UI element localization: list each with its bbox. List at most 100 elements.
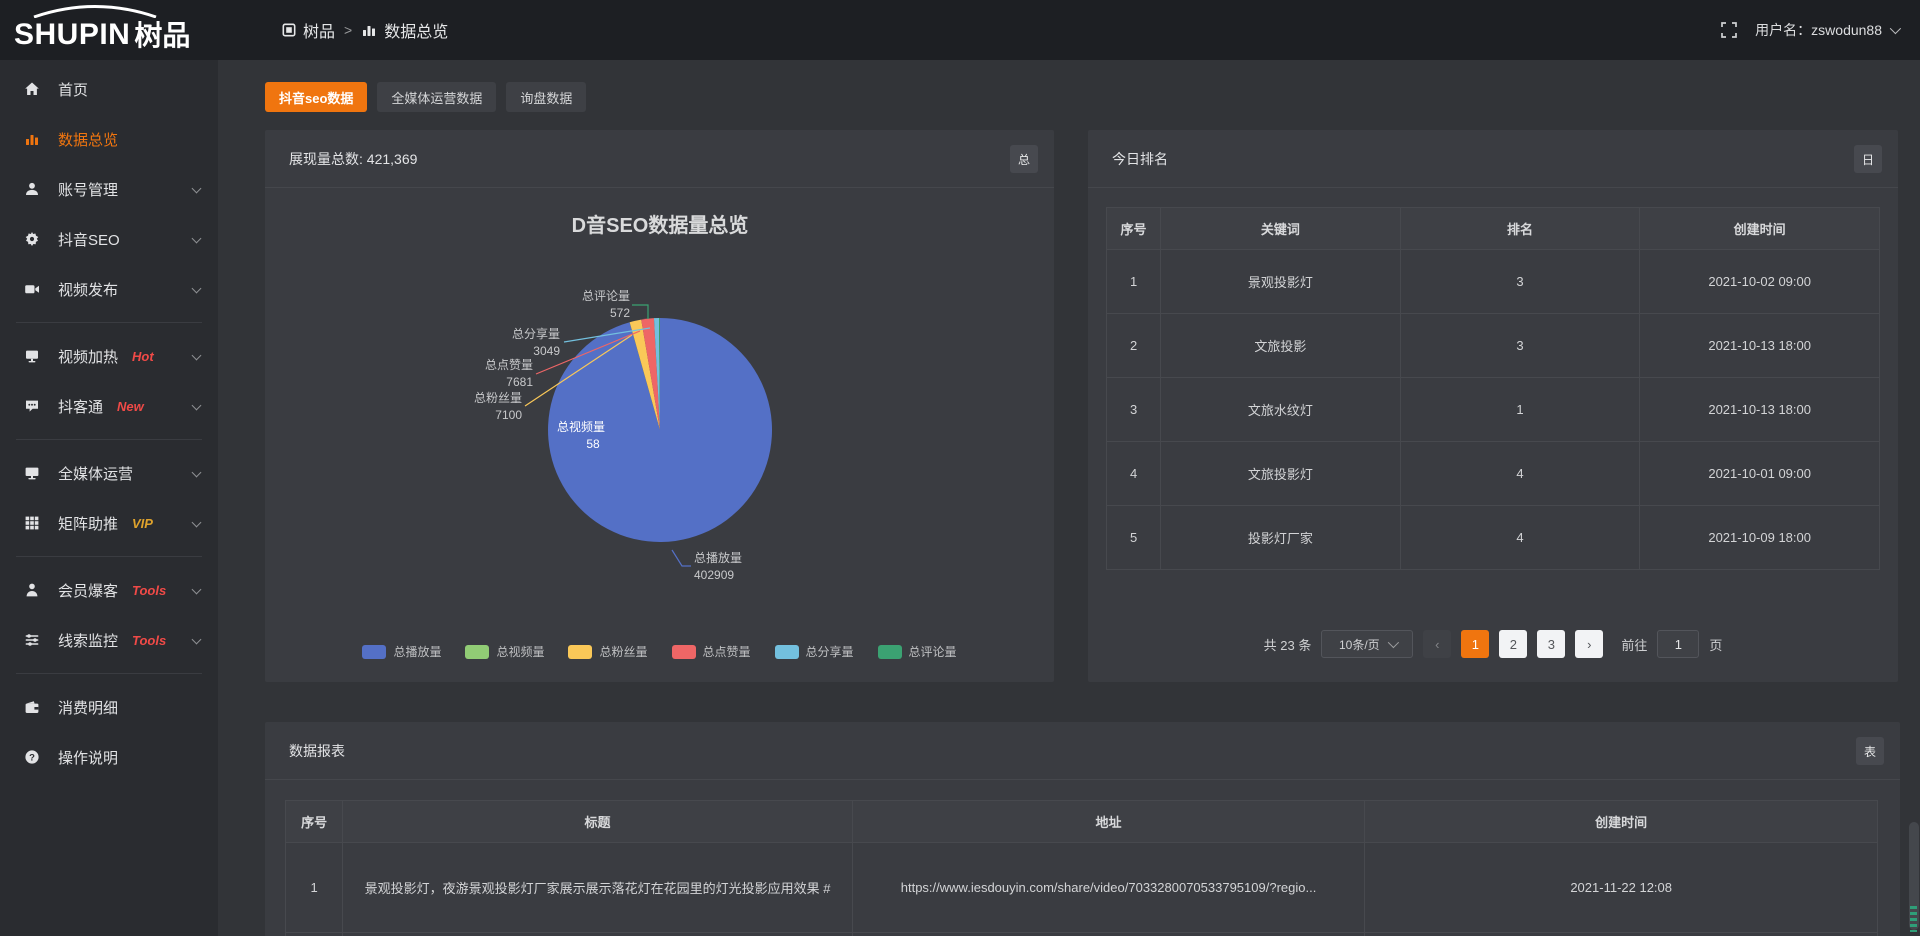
column-header: 标题: [342, 800, 853, 843]
bar-chart-icon: [361, 22, 377, 38]
tab-抖音seo数据[interactable]: 抖音seo数据: [265, 82, 368, 112]
pie-slice-总粉丝量[interactable]: [629, 319, 660, 430]
sidebar-item-矩阵助推[interactable]: 矩阵助推 VIP: [0, 498, 218, 548]
table-cell: 1: [284, 842, 344, 933]
sidebar-item-label: 首页: [58, 81, 89, 99]
logo[interactable]: SHUPIN 树品: [0, 0, 218, 60]
sidebar-item-首页[interactable]: 首页: [0, 64, 218, 114]
legend-swatch: [774, 644, 799, 659]
column-header: 序号: [1105, 207, 1162, 250]
sidebar-item-抖客通[interactable]: 抖客通 New: [0, 381, 218, 431]
sidebar-item-全媒体运营[interactable]: 全媒体运营: [0, 448, 218, 498]
goto-page-input[interactable]: [1657, 630, 1700, 658]
member-icon: [24, 582, 41, 599]
sidebar-item-消费明细[interactable]: 消费明细: [0, 682, 218, 732]
report-table: 序号 标题 地址 创建时间 1 景观投影灯，夜游景观投影灯厂家展示展示落花灯在花园里的灯光…: [284, 800, 1878, 936]
ranking-table-wrap: 序号 关键词 排名 创建时间 1 景观投影灯 3 2021-10-02 09:00 2 文旅投影 3…: [1105, 207, 1880, 570]
sidebar: SHUPIN 树品 首页数据总览账号管理抖音SEO 视频发布视频加热 Hot 抖客通 N…: [0, 0, 218, 936]
sidebar-item-label: 会员爆客: [58, 582, 119, 600]
table-row: 5 投影灯厂家 4 2021-10-09 18:00: [1105, 505, 1880, 570]
ranking-card-header: 今日排名 日: [1088, 130, 1898, 188]
sidebar-item-label: 消费明细: [58, 699, 119, 717]
sidebar-item-会员爆客[interactable]: 会员爆客 Tools: [0, 565, 218, 615]
day-toggle-button[interactable]: 日: [1854, 145, 1882, 173]
legend-swatch: [877, 644, 902, 659]
table-cell: 2021-10-09 18:00: [1639, 505, 1880, 570]
sidebar-item-操作说明[interactable]: ? 操作说明: [0, 732, 218, 782]
pie-slice-总播放量[interactable]: [548, 318, 773, 542]
legend-item-总点赞量[interactable]: 总点赞量: [671, 643, 751, 660]
table-cell: 2021-10-02 09:00: [1639, 249, 1880, 314]
sidebar-item-label: 线索监控: [58, 632, 119, 650]
scrollbar-marker: [1910, 906, 1917, 932]
chevron-down-icon: [1387, 636, 1399, 649]
total-toggle-button[interactable]: 总: [1010, 145, 1038, 173]
page-button-3[interactable]: 3: [1537, 630, 1566, 658]
legend-item-总评论量[interactable]: 总评论量: [877, 643, 957, 660]
chevron-down-icon: [191, 233, 202, 244]
legend-item-总视频量[interactable]: 总视频量: [465, 643, 544, 660]
user-menu[interactable]: 用户名：zswodun88: [1755, 20, 1902, 40]
sidebar-item-账号管理[interactable]: 账号管理: [0, 164, 218, 214]
sidebar-item-label: 账号管理: [58, 181, 119, 199]
sidebar-item-label: 操作说明: [58, 749, 119, 767]
video-icon: [24, 281, 41, 298]
page-button-2[interactable]: 2: [1499, 630, 1528, 658]
sliders-icon: [24, 632, 41, 649]
table-cell: [342, 932, 853, 936]
table-row: 3 文旅水纹灯 1 2021-10-13 18:00: [1105, 377, 1880, 442]
tab-询盘数据[interactable]: 询盘数据: [506, 82, 587, 112]
sidebar-item-badge: VIP: [132, 515, 153, 531]
pie-slice-总点赞量[interactable]: [641, 318, 660, 430]
question-icon: ?: [24, 749, 41, 766]
table-toggle-button[interactable]: 表: [1856, 737, 1884, 765]
ranking-table: 序号 关键词 排名 创建时间 1 景观投影灯 3 2021-10-02 09:00 2 文旅投影 3…: [1105, 207, 1880, 570]
breadcrumb-item[interactable]: 数据总览: [361, 18, 448, 42]
legend-item-总播放量[interactable]: 总播放量: [362, 643, 441, 660]
page-size-select[interactable]: 10条/页: [1321, 630, 1414, 658]
sidebar-item-视频发布[interactable]: 视频发布: [0, 264, 218, 314]
table-cell: 2021-11-22 12:08: [1364, 842, 1878, 933]
chevron-down-icon: [191, 283, 202, 294]
page-button-1[interactable]: 1: [1461, 630, 1490, 658]
label-line: [671, 549, 691, 567]
wallet-icon: [24, 699, 41, 716]
sidebar-item-badge: Tools: [132, 632, 167, 648]
column-header: 排名: [1399, 207, 1641, 250]
sidebar-item-线索监控[interactable]: 线索监控 Tools: [0, 615, 218, 665]
page-scrollbar[interactable]: [1909, 822, 1919, 930]
grid-icon: [24, 515, 41, 532]
table-cell: 2021-10-01 09:00: [1639, 441, 1880, 506]
pie-label-value: 3049: [533, 344, 560, 358]
table-cell: [284, 932, 344, 936]
legend-item-总粉丝量[interactable]: 总粉丝量: [568, 643, 648, 660]
link-cell[interactable]: https://www.iesdouyin.com/share/video/70…: [851, 842, 1366, 933]
breadcrumb-label: 树品: [303, 24, 336, 41]
chevron-down-icon: [191, 467, 202, 478]
pie-slice-总评论量[interactable]: [659, 317, 660, 430]
chevron-down-icon: [191, 400, 202, 411]
report-card-header: 数据报表 表: [265, 722, 1900, 780]
tab-全媒体运营数据[interactable]: 全媒体运营数据: [377, 82, 497, 112]
prev-page-button[interactable]: ‹: [1423, 630, 1452, 658]
table-cell: [1364, 932, 1878, 936]
next-page-button[interactable]: ›: [1575, 630, 1604, 658]
fullscreen-icon[interactable]: [1721, 22, 1738, 38]
chart-legend: 总播放量 总视频量 总粉丝量 总点赞量 总分享量 总评论量: [265, 643, 1054, 660]
sidebar-item-视频加热[interactable]: 视频加热 Hot: [0, 331, 218, 381]
pie-label-name: 总评论量: [582, 289, 630, 303]
legend-item-总分享量[interactable]: 总分享量: [774, 643, 854, 660]
table-row-partial: [284, 932, 1878, 936]
table-cell: 1: [1105, 249, 1162, 314]
logo-arc: [33, 5, 157, 18]
sidebar-item-数据总览[interactable]: 数据总览: [0, 114, 218, 164]
pie-slice-总分享量[interactable]: [653, 318, 660, 430]
sidebar-item-抖音SEO[interactable]: 抖音SEO: [0, 214, 218, 264]
chevron-down-icon: [191, 634, 202, 645]
table-cell: 4: [1105, 441, 1162, 506]
legend-swatch: [465, 644, 490, 659]
label-line: [535, 330, 641, 375]
pie-slice-总视频量[interactable]: [629, 322, 660, 430]
breadcrumb-item[interactable]: 树品: [282, 18, 335, 42]
